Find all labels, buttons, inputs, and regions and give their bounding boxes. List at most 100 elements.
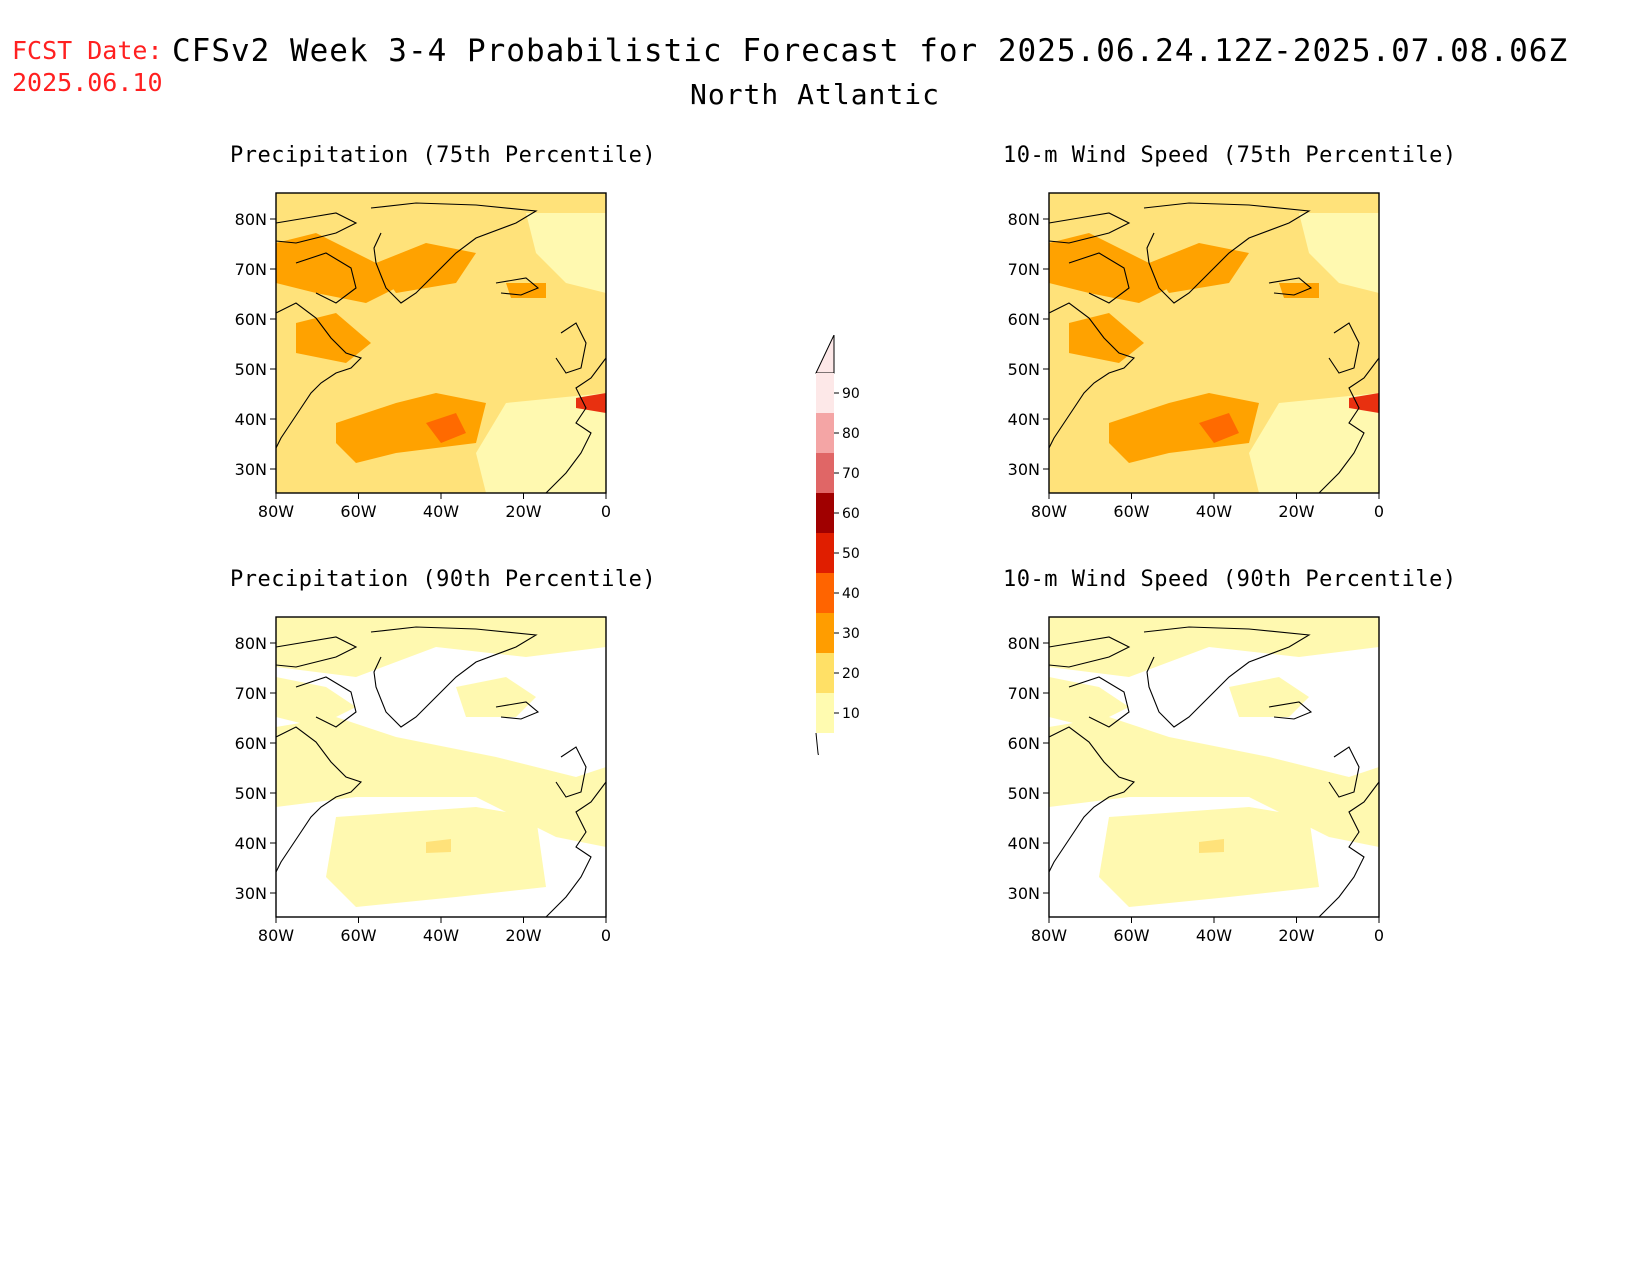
precip-90th-panel: Precipitation (90th Percentile) 80N 70N 60…	[230, 567, 657, 945]
coastline	[1328, 746, 1360, 798]
coastline	[275, 212, 358, 244]
shaded-region	[1099, 807, 1319, 907]
coastline	[1068, 252, 1130, 304]
shaded-region	[1279, 283, 1319, 298]
shaded-region	[1069, 313, 1144, 363]
lon-tick-label: 0	[1374, 926, 1384, 945]
coastline	[275, 726, 363, 873]
lat-tick-label: 70N	[235, 260, 267, 279]
colorbar-label: 10	[842, 706, 860, 722]
lon-tick-label: 0	[601, 926, 611, 945]
lon-tick-label: 80W	[1031, 502, 1067, 521]
shaded-region	[1229, 677, 1309, 717]
shaded-region	[1049, 677, 1129, 727]
coastline	[1268, 701, 1313, 720]
panel-title: Precipitation (90th Percentile)	[230, 567, 657, 592]
lon-tick-label: 40W	[423, 502, 459, 521]
shaded-region	[1049, 617, 1379, 677]
colorbar-swatch	[816, 653, 834, 693]
shaded-region	[426, 839, 451, 853]
wind-75th-panel: 10-m Wind Speed (75th Percentile) 80N 70N…	[1003, 143, 1457, 521]
shaded-region	[296, 313, 371, 363]
shaded-region	[1149, 243, 1249, 293]
lat-tick-label: 50N	[1008, 360, 1040, 379]
shaded-region	[326, 807, 546, 907]
lat-tick-label: 80N	[1008, 634, 1040, 653]
shaded-region	[1109, 393, 1259, 463]
colorbar-swatch	[816, 413, 834, 453]
shaded-region	[456, 677, 536, 717]
colorbar-swatch	[816, 573, 834, 613]
lon-tick-label: 60W	[340, 926, 376, 945]
lat-tick-label: 40N	[1008, 834, 1040, 853]
lat-tick-label: 50N	[235, 360, 267, 379]
shaded-region	[276, 233, 406, 303]
shaded-region	[1049, 717, 1379, 847]
colorbar-label: 70	[842, 466, 860, 482]
colorbar-label: 80	[842, 426, 860, 442]
panel-title: Precipitation (75th Percentile)	[230, 143, 657, 168]
coastline	[295, 252, 357, 304]
coastline	[1048, 636, 1131, 668]
colorbar-swatch	[816, 373, 834, 413]
colorbar-label: 90	[842, 386, 860, 402]
coastline	[1048, 212, 1131, 244]
lon-tick-label: 20W	[505, 502, 541, 521]
coastline	[370, 202, 538, 304]
coastline	[1048, 302, 1136, 449]
shaded-region	[1199, 839, 1224, 853]
shaded-region	[526, 213, 606, 293]
coastline	[1143, 626, 1311, 728]
lon-tick-label: 20W	[1278, 502, 1314, 521]
coastline	[495, 701, 540, 720]
map-precip-90th: 80N 70N 60N 50N 40N 30N 80W 60W 40W 20W 0	[235, 616, 611, 945]
lat-tick-label: 40N	[1008, 410, 1040, 429]
map-wind-90th: 80N 70N 60N 50N 40N 30N 80W 60W 40W 20W 0	[1008, 616, 1384, 945]
shaded-region	[1249, 393, 1379, 493]
colorbar-label: 50	[842, 546, 860, 562]
colorbar-swatch	[816, 693, 834, 733]
coastline	[1268, 277, 1313, 296]
coastline	[555, 322, 587, 374]
lon-tick-label: 40W	[423, 926, 459, 945]
colorbar-label: 30	[842, 626, 860, 642]
coastline	[1328, 322, 1360, 374]
shaded-region	[276, 717, 606, 847]
lat-tick-label: 30N	[235, 460, 267, 479]
lat-tick-label: 70N	[235, 684, 267, 703]
shaded-region	[1049, 233, 1179, 303]
precip-75th-panel: Precipitation (75th Percentile) 80N 70N 60…	[230, 143, 657, 521]
coastline	[1318, 357, 1380, 494]
shaded-region	[1199, 413, 1239, 443]
map-precip-75th: 80N 70N 60N 50N 40N 30N 80W 60W 40W 20W 0	[235, 192, 611, 521]
wind-90th-panel: 10-m Wind Speed (90th Percentile) 80N 70N…	[1003, 567, 1457, 945]
colorbar-bottom-cap	[815, 732, 819, 755]
lat-tick-label: 80N	[235, 210, 267, 229]
panel-title: 10-m Wind Speed (90th Percentile)	[1003, 567, 1457, 592]
fcst-date-label: FCST Date:	[12, 36, 163, 65]
probability-colorbar: 90 80 70 60 50 40 30 20 10	[815, 335, 860, 755]
lat-tick-label: 40N	[235, 410, 267, 429]
panel-title: 10-m Wind Speed (75th Percentile)	[1003, 143, 1457, 168]
fcst-date-value: 2025.06.10	[12, 68, 163, 97]
map-wind-75th: 80N 70N 60N 50N 40N 30N 80W 60W 40W 20W 0	[1008, 192, 1384, 521]
lat-tick-label: 30N	[1008, 884, 1040, 903]
region-subtitle: North Atlantic	[689, 78, 940, 111]
lat-tick-label: 40N	[235, 834, 267, 853]
lat-tick-label: 30N	[235, 884, 267, 903]
shaded-region	[506, 283, 546, 298]
page-title: CFSv2 Week 3-4 Probabilistic Forecast fo…	[172, 33, 1569, 69]
shaded-region	[1349, 393, 1379, 413]
lon-tick-label: 80W	[1031, 926, 1067, 945]
coastline	[1143, 202, 1311, 304]
lat-tick-label: 30N	[1008, 460, 1040, 479]
lon-tick-label: 80W	[258, 502, 294, 521]
lat-tick-label: 70N	[1008, 684, 1040, 703]
coastline	[545, 357, 607, 494]
shaded-region	[376, 243, 476, 293]
coastline	[275, 302, 363, 449]
lon-tick-label: 40W	[1196, 502, 1232, 521]
colorbar-label: 60	[842, 506, 860, 522]
lat-tick-label: 60N	[235, 310, 267, 329]
coastline	[1318, 781, 1380, 918]
